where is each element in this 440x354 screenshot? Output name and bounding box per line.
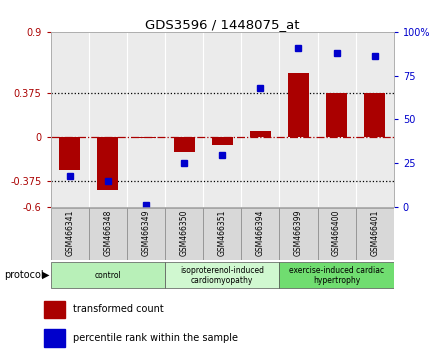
Bar xyxy=(279,208,318,260)
Text: GSM466351: GSM466351 xyxy=(218,209,227,256)
Bar xyxy=(97,137,118,190)
Bar xyxy=(165,262,279,288)
Bar xyxy=(250,131,271,137)
Bar xyxy=(89,32,127,207)
Text: GSM466348: GSM466348 xyxy=(103,209,112,256)
Bar xyxy=(364,93,385,137)
Bar xyxy=(288,73,309,137)
Bar xyxy=(241,32,279,207)
Bar xyxy=(44,329,66,347)
Bar xyxy=(356,208,394,260)
Text: protocol: protocol xyxy=(4,270,44,280)
Bar xyxy=(174,137,194,152)
Bar xyxy=(165,208,203,260)
Text: GSM466400: GSM466400 xyxy=(332,209,341,256)
Text: exercise-induced cardiac
hypertrophy: exercise-induced cardiac hypertrophy xyxy=(289,266,384,285)
Bar xyxy=(326,93,347,137)
Bar xyxy=(318,32,356,207)
Bar xyxy=(51,32,89,207)
Bar xyxy=(212,137,233,145)
Text: control: control xyxy=(95,271,121,280)
Bar xyxy=(203,208,241,260)
Text: GSM466349: GSM466349 xyxy=(141,209,150,256)
Bar xyxy=(241,208,279,260)
Text: GSM466341: GSM466341 xyxy=(65,209,74,256)
Bar xyxy=(165,32,203,207)
Text: GSM466401: GSM466401 xyxy=(370,209,379,256)
Text: GSM466350: GSM466350 xyxy=(180,209,189,256)
Text: ▶: ▶ xyxy=(42,270,49,280)
Text: isoproterenol-induced
cardiomyopathy: isoproterenol-induced cardiomyopathy xyxy=(180,266,264,285)
Bar xyxy=(59,137,80,170)
Bar xyxy=(279,262,394,288)
Bar xyxy=(44,301,66,318)
Bar xyxy=(356,32,394,207)
Bar xyxy=(279,32,318,207)
Bar xyxy=(318,208,356,260)
Bar xyxy=(203,32,241,207)
Text: percentile rank within the sample: percentile rank within the sample xyxy=(73,333,238,343)
Text: transformed count: transformed count xyxy=(73,304,163,314)
Bar xyxy=(127,208,165,260)
Bar xyxy=(136,137,157,138)
Bar xyxy=(51,262,165,288)
Text: GSM466394: GSM466394 xyxy=(256,209,265,256)
Bar xyxy=(127,32,165,207)
Text: GSM466399: GSM466399 xyxy=(294,209,303,256)
Title: GDS3596 / 1448075_at: GDS3596 / 1448075_at xyxy=(145,18,300,31)
Bar xyxy=(89,208,127,260)
Bar xyxy=(51,208,89,260)
